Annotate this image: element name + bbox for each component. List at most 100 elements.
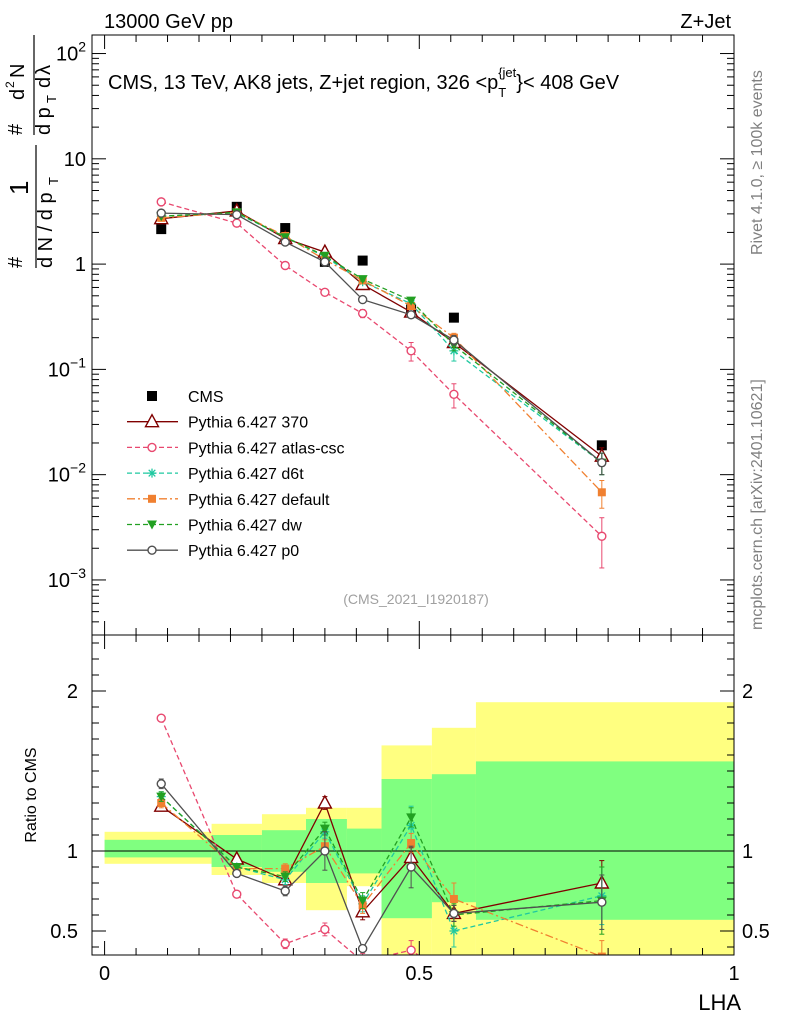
legend-marker — [148, 494, 156, 503]
svg-text:λ: λ — [33, 65, 55, 75]
legend-label: CMS — [188, 389, 224, 406]
ratio-point-pythia-6-427-atlas-csc — [406, 945, 416, 955]
ratio-point-pythia-6-427-p0 — [406, 862, 416, 872]
legend-item-pythia-6-427-atlas-csc: Pythia 6.427 atlas-csc — [127, 440, 345, 457]
ratio-point-pythia-6-427-p0 — [449, 908, 459, 919]
x-tick-label: 0.5 — [405, 963, 433, 985]
svg-text:d p: d p — [33, 107, 55, 135]
ratio-band-inner — [104, 839, 212, 858]
main-point-cms — [357, 255, 368, 266]
legend-label: Pythia 6.427 default — [188, 492, 330, 509]
main-y-tick-label: 1 — [75, 254, 86, 276]
main-point-pythia-6-427-atlas-csc — [597, 531, 607, 541]
svg-text:1: 1 — [4, 181, 34, 195]
ratio-point-pythia-6-427-p0 — [597, 897, 607, 907]
legend-item-cms: CMS — [147, 389, 224, 406]
ratio-plot-frame — [91, 634, 735, 956]
main-point-pythia-6-427-p0 — [232, 209, 242, 220]
legend-item-pythia-6-427-p0: Pythia 6.427 p0 — [127, 543, 299, 560]
svg-text:T: T — [46, 177, 61, 185]
main-point-pythia-6-427-atlas-csc — [280, 260, 290, 271]
legend-item-pythia-6-427-370: Pythia 6.427 370 — [127, 413, 308, 432]
ratio-point-pythia-6-427-dw — [357, 896, 368, 906]
main-point-pythia-6-427-p0 — [357, 294, 368, 305]
ratio-y-tick-label: 2 — [67, 681, 78, 703]
main-point-pythia-6-427-p0 — [597, 457, 607, 468]
main-point-pythia-6-427-p0 — [320, 257, 330, 267]
main-line-pythia-6-427-atlas-csc — [161, 201, 603, 537]
svg-text:2: 2 — [3, 81, 17, 88]
legend: CMS Pythia 6.427 370 Pythia 6.427 atlas-cs… — [127, 389, 345, 560]
ratio-y-tick-label-right: 1 — [742, 841, 753, 863]
ratio-point-pythia-6-427-370 — [317, 794, 333, 809]
legend-label: Pythia 6.427 atlas-csc — [188, 440, 345, 457]
legend-marker — [147, 545, 157, 555]
ratio-point-pythia-6-427-atlas-csc — [156, 713, 166, 723]
main-point-pythia-6-427-default — [407, 301, 416, 310]
x-tick-label: 0 — [99, 963, 110, 985]
ratio-point-pythia-6-427-atlas-csc — [320, 924, 330, 935]
main-point-pythia-6-427-atlas-csc — [449, 389, 459, 399]
main-series-pythia-6-427-default — [157, 208, 606, 509]
svg-text:d: d — [33, 77, 55, 88]
main-point-cms — [156, 224, 167, 235]
legend-label: Pythia 6.427 dw — [188, 518, 302, 535]
ratio-point-pythia-6-427-d6t — [449, 926, 459, 936]
ratio-error-bar — [451, 954, 457, 955]
legend-item-pythia-6-427-default: Pythia 6.427 default — [127, 492, 330, 509]
legend-label: Pythia 6.427 370 — [188, 415, 308, 432]
ratio-error-bar — [599, 954, 605, 955]
legend-marker — [147, 520, 157, 530]
svg-text:d: d — [7, 89, 29, 100]
main-point-pythia-6-427-atlas-csc — [357, 308, 368, 319]
ratio-line-pythia-6-427-d6t — [160, 796, 602, 932]
main-plot-title: CMS, 13 TeV, AK8 jets, Z+jet region, 326… — [108, 65, 620, 100]
title-tail: }< 408 GeV — [516, 72, 620, 94]
ratio-point-pythia-6-427-default — [157, 799, 166, 807]
ratio-point-pythia-6-427-atlas-csc — [359, 957, 367, 965]
ratio-point-pythia-6-427-p0 — [357, 943, 368, 954]
ratio-series-pythia-6-427-atlas-csc — [156, 713, 605, 983]
main-y-tick-label: 10−2 — [48, 460, 86, 487]
x-tick-label: 1 — [728, 963, 739, 985]
main-series-pythia-6-427-d6t — [156, 208, 607, 476]
main-error-bar — [599, 517, 605, 569]
main-series-pythia-6-427-p0 — [156, 208, 607, 476]
ratio-point-pythia-6-427-dw — [280, 872, 291, 882]
svg-text:T: T — [44, 95, 59, 103]
main-point-pythia-6-427-dw — [319, 251, 330, 261]
main-series-pythia-6-427-dw — [156, 208, 607, 476]
ratio-point-pythia-6-427-p0 — [232, 868, 242, 879]
main-point-pythia-6-427-atlas-csc — [406, 346, 416, 356]
ratio-line-pythia-6-427-default — [160, 802, 600, 955]
header-process-label: Z+Jet — [680, 11, 731, 33]
main-y-axis-label: # 1 d N / d p T # d 2 N d p T d λ — [3, 35, 61, 268]
main-point-cms — [448, 312, 459, 323]
mcplots-label: mcplots.cern.ch [arXiv:2401.10621] — [749, 379, 766, 630]
main-point-pythia-6-427-atlas-csc — [156, 197, 166, 207]
main-y-tick-label: 10 — [64, 149, 86, 171]
main-y-tick-label: 10−3 — [48, 565, 86, 592]
ratio-point-pythia-6-427-p0 — [320, 846, 330, 856]
ratio-series-pythia-6-427-p0 — [156, 778, 607, 954]
svg-text:#: # — [5, 123, 27, 135]
main-y-tick-label: 102 — [56, 39, 86, 66]
ratio-point-pythia-6-427-dw — [319, 824, 330, 834]
ratio-point-pythia-6-427-default — [407, 839, 416, 847]
legend-label: Pythia 6.427 d6t — [188, 466, 304, 483]
ratio-line-pythia-6-427-p0 — [160, 783, 602, 951]
ratio-point-pythia-6-427-p0 — [280, 886, 290, 896]
legend-item-pythia-6-427-d6t: Pythia 6.427 d6t — [127, 466, 304, 483]
legend-label: Pythia 6.427 p0 — [188, 543, 299, 560]
ratio-line-pythia-6-427-dw — [160, 796, 602, 916]
legend-item-pythia-6-427-dw: Pythia 6.427 dw — [127, 518, 302, 535]
main-line-pythia-6-427-p0 — [161, 212, 603, 464]
main-point-cms — [280, 223, 291, 234]
ratio-point-pythia-6-427-atlas-csc — [280, 939, 290, 949]
ratio-point-pythia-6-427-atlas-csc — [450, 975, 458, 983]
ratio-point-pythia-6-427-default — [449, 895, 458, 903]
ratio-point-pythia-6-427-dw — [406, 813, 417, 823]
ratio-line-pythia-6-427-atlas-csc — [160, 717, 420, 955]
main-point-pythia-6-427-p0 — [280, 237, 290, 247]
